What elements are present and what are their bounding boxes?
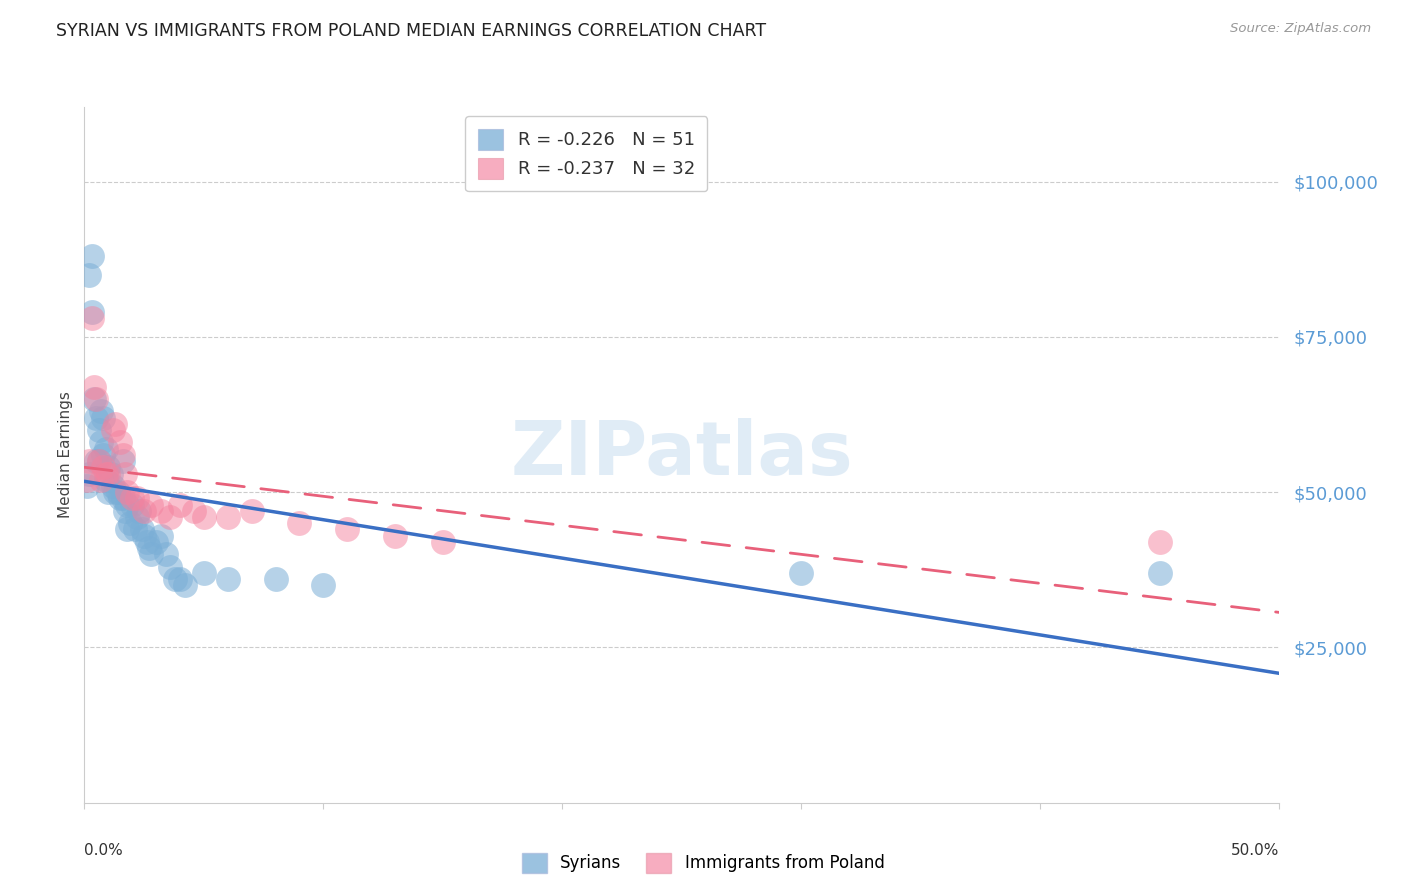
Point: [80, 305, 103, 319]
Point: [121, 491, 143, 506]
Point: [128, 504, 150, 518]
Point: [111, 454, 134, 468]
Point: [149, 529, 172, 543]
Point: [77, 268, 100, 282]
Point: [159, 559, 181, 574]
Point: [131, 523, 153, 537]
Point: [169, 572, 191, 586]
Point: [1149, 566, 1171, 580]
Point: [145, 534, 167, 549]
Point: [384, 529, 406, 543]
Point: [193, 566, 215, 580]
Point: [183, 504, 205, 518]
Point: [90, 435, 112, 450]
Point: [87, 454, 110, 468]
Point: [80, 311, 103, 326]
Point: [80, 249, 103, 263]
Text: SYRIAN VS IMMIGRANTS FROM POLAND MEDIAN EARNINGS CORRELATION CHART: SYRIAN VS IMMIGRANTS FROM POLAND MEDIAN …: [56, 22, 766, 40]
Point: [217, 510, 239, 524]
Point: [159, 510, 181, 524]
Y-axis label: Median Earnings: Median Earnings: [58, 392, 73, 518]
Legend: Syrians, Immigrants from Poland: Syrians, Immigrants from Poland: [515, 847, 891, 880]
Text: Source: ZipAtlas.com: Source: ZipAtlas.com: [1230, 22, 1371, 36]
Point: [132, 529, 156, 543]
Point: [111, 448, 134, 462]
Point: [107, 485, 129, 500]
Point: [141, 547, 163, 561]
Point: [87, 423, 110, 437]
Point: [93, 460, 115, 475]
Point: [100, 467, 122, 481]
Point: [90, 473, 112, 487]
Point: [117, 485, 139, 500]
Point: [77, 454, 100, 468]
Point: [83, 392, 105, 406]
Point: [1149, 534, 1171, 549]
Point: [217, 572, 239, 586]
Point: [155, 547, 177, 561]
Point: [94, 467, 117, 481]
Point: [125, 510, 148, 524]
Text: 0.0%: 0.0%: [84, 843, 124, 858]
Point: [94, 442, 117, 456]
Point: [114, 504, 136, 518]
Point: [132, 504, 156, 518]
Point: [790, 566, 813, 580]
Point: [312, 578, 335, 592]
Point: [124, 523, 146, 537]
Point: [117, 523, 139, 537]
Point: [138, 541, 160, 555]
Point: [121, 498, 143, 512]
Point: [125, 491, 148, 506]
Point: [193, 510, 215, 524]
Point: [94, 473, 117, 487]
Point: [97, 460, 120, 475]
Point: [90, 404, 112, 418]
Point: [104, 485, 127, 500]
Point: [97, 467, 120, 481]
Point: [84, 454, 107, 468]
Point: [76, 479, 98, 493]
Point: [101, 423, 124, 437]
Point: [118, 516, 141, 531]
Text: 50.0%: 50.0%: [1232, 843, 1279, 858]
Point: [110, 491, 132, 506]
Legend: R = -0.226   N = 51, R = -0.237   N = 32: R = -0.226 N = 51, R = -0.237 N = 32: [465, 116, 707, 191]
Point: [84, 392, 107, 406]
Point: [83, 379, 105, 393]
Point: [165, 572, 187, 586]
Point: [93, 448, 115, 462]
Point: [240, 504, 263, 518]
Point: [87, 454, 110, 468]
Point: [336, 523, 359, 537]
Point: [173, 578, 195, 592]
Point: [76, 473, 98, 487]
Point: [93, 410, 115, 425]
Point: [101, 479, 124, 493]
Point: [288, 516, 311, 531]
Point: [264, 572, 287, 586]
Point: [114, 467, 136, 481]
Point: [104, 417, 127, 431]
Point: [97, 485, 120, 500]
Point: [117, 498, 139, 512]
Point: [84, 410, 107, 425]
Point: [169, 498, 191, 512]
Point: [135, 534, 157, 549]
Point: [141, 498, 163, 512]
Point: [149, 504, 172, 518]
Text: ZIPatlas: ZIPatlas: [510, 418, 853, 491]
Point: [111, 491, 134, 506]
Point: [77, 467, 100, 481]
Point: [432, 534, 454, 549]
Point: [110, 435, 132, 450]
